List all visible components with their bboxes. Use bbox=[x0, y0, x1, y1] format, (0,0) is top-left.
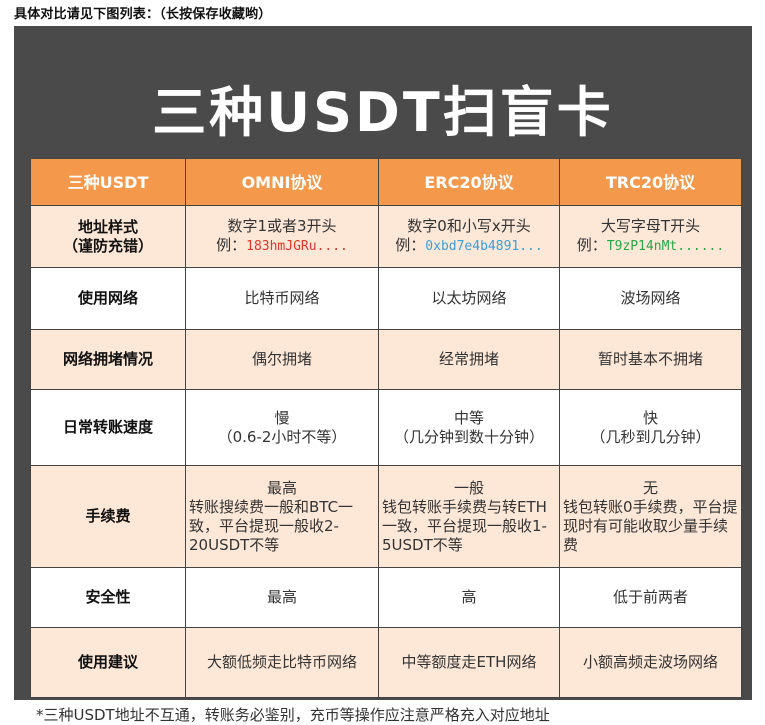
comparison-table: 三种USDT OMNI协议 ERC20协议 TRC20协议 地址样式 （谨防充错… bbox=[30, 158, 742, 698]
row-label-congestion: 网络拥堵情况 bbox=[30, 329, 186, 390]
cell-trc-advice: 小额高频走波场网络 bbox=[559, 627, 742, 698]
cell-erc-security: 高 bbox=[378, 567, 560, 628]
cell-trc-security: 低于前两者 bbox=[559, 567, 742, 628]
cell-omni-network: 比特币网络 bbox=[185, 267, 379, 330]
row-label-address: 地址样式 （谨防充错） bbox=[30, 205, 186, 268]
row-label-fee: 手续费 bbox=[30, 465, 186, 568]
row-label-network: 使用网络 bbox=[30, 267, 186, 330]
table-row-address: 地址样式 （谨防充错） 数字1或者3开头 例：183hmJGRu.... 数字0… bbox=[30, 205, 742, 268]
trc-address-example-line: 例：T9zP14nMt...... bbox=[563, 236, 738, 256]
header-row: 三种USDT OMNI协议 ERC20协议 TRC20协议 bbox=[30, 158, 742, 206]
erc-speed-value: 中等 bbox=[453, 408, 484, 427]
cell-erc-speed: 中等 （几分钟到数十分钟） bbox=[378, 389, 560, 466]
table-row-congestion: 网络拥堵情况 偶尔拥堵 经常拥堵 暂时基本不拥堵 bbox=[30, 329, 742, 390]
cell-omni-advice: 大额低频走比特币网络 bbox=[185, 627, 379, 698]
omni-fee-detail: 转账搜续费一般和BTC一致，平台提现一般收2-20USDT不等 bbox=[189, 497, 354, 554]
erc-address-example-line: 例：0xbd7e4b4891... bbox=[382, 236, 556, 256]
trc-fee-level: 无 bbox=[642, 478, 658, 497]
omni-fee-level: 最高 bbox=[266, 478, 297, 497]
cell-trc-address: 大写字母T开头 例：T9zP14nMt...... bbox=[559, 205, 742, 268]
header-trc20: TRC20协议 bbox=[559, 158, 742, 206]
erc-example-prefix: 例： bbox=[395, 236, 426, 254]
cell-trc-speed: 快 （几秒到几分钟） bbox=[559, 389, 742, 466]
header-usdt: 三种USDT bbox=[30, 158, 186, 206]
omni-address-desc: 数字1或者3开头 bbox=[227, 217, 337, 235]
omni-example-prefix: 例： bbox=[216, 236, 247, 254]
cell-erc-network: 以太坊网络 bbox=[378, 267, 560, 330]
erc-address-desc: 数字0和小写x开头 bbox=[407, 217, 531, 235]
usdt-card: 三种USDT扫盲卡 三种USDT OMNI协议 ERC20协议 TRC20协议 … bbox=[14, 26, 752, 700]
omni-address-example-line: 例：183hmJGRu.... bbox=[189, 236, 375, 256]
cell-erc-congestion: 经常拥堵 bbox=[378, 329, 560, 390]
omni-speed-value: 慢 bbox=[274, 408, 290, 427]
table-row-fee: 手续费 最高 转账搜续费一般和BTC一致，平台提现一般收2-20USDT不等 一… bbox=[30, 465, 742, 568]
footnote: *三种USDT地址不互通，转账务必鉴别，充币等操作应注意严格充入对应地址 bbox=[36, 706, 550, 724]
header-erc20: ERC20协议 bbox=[378, 158, 560, 206]
omni-speed-detail: （0.6-2小时不等） bbox=[217, 427, 347, 446]
cell-omni-speed: 慢 （0.6-2小时不等） bbox=[185, 389, 379, 466]
address-label-line2: （谨防充错） bbox=[62, 236, 153, 255]
trc-fee-detail: 钱包转账0手续费，平台提现时有可能收取少量手续费 bbox=[563, 497, 738, 554]
cell-trc-congestion: 暂时基本不拥堵 bbox=[559, 329, 742, 390]
cell-omni-security: 最高 bbox=[185, 567, 379, 628]
header-omni: OMNI协议 bbox=[185, 158, 379, 206]
address-label-line1: 地址样式 bbox=[77, 217, 138, 236]
row-label-advice: 使用建议 bbox=[30, 627, 186, 698]
cell-erc-address: 数字0和小写x开头 例：0xbd7e4b4891... bbox=[378, 205, 560, 268]
cell-erc-advice: 中等额度走ETH网络 bbox=[378, 627, 560, 698]
cell-omni-congestion: 偶尔拥堵 bbox=[185, 329, 379, 390]
cell-omni-fee: 最高 转账搜续费一般和BTC一致，平台提现一般收2-20USDT不等 bbox=[185, 465, 379, 568]
trc-speed-detail: （几秒到几分钟） bbox=[590, 427, 711, 446]
omni-example: 183hmJGRu.... bbox=[246, 239, 348, 254]
cell-trc-fee: 无 钱包转账0手续费，平台提现时有可能收取少量手续费 bbox=[559, 465, 742, 568]
cell-erc-fee: 一般 钱包转账手续费与转ETH一致，平台提现一般收1-5USDT不等 bbox=[378, 465, 560, 568]
card-title: 三种USDT扫盲卡 bbox=[152, 81, 614, 144]
table-row-network: 使用网络 比特币网络 以太坊网络 波场网络 bbox=[30, 267, 742, 330]
trc-address-desc: 大写字母T开头 bbox=[600, 217, 701, 235]
cell-trc-network: 波场网络 bbox=[559, 267, 742, 330]
erc-example: 0xbd7e4b4891... bbox=[425, 239, 543, 254]
trc-example-prefix: 例： bbox=[576, 236, 607, 254]
row-label-speed: 日常转账速度 bbox=[30, 389, 186, 466]
table-row-security: 安全性 最高 高 低于前两者 bbox=[30, 567, 742, 628]
erc-fee-detail: 钱包转账手续费与转ETH一致，平台提现一般收1-5USDT不等 bbox=[382, 497, 547, 554]
erc-fee-level: 一般 bbox=[453, 478, 484, 497]
table-row-advice: 使用建议 大额低频走比特币网络 中等额度走ETH网络 小额高频走波场网络 bbox=[30, 627, 742, 698]
cell-omni-address: 数字1或者3开头 例：183hmJGRu.... bbox=[185, 205, 379, 268]
row-label-security: 安全性 bbox=[30, 567, 186, 628]
erc-speed-detail: （几分钟到数十分钟） bbox=[393, 427, 544, 446]
table-row-speed: 日常转账速度 慢 （0.6-2小时不等） 中等 （几分钟到数十分钟） 快 （几秒… bbox=[30, 389, 742, 466]
intro-text: 具体对比请见下图列表：（长按保存收藏哟） bbox=[14, 7, 272, 22]
trc-example: T9zP14nMt...... bbox=[606, 239, 725, 254]
trc-speed-value: 快 bbox=[642, 408, 658, 427]
